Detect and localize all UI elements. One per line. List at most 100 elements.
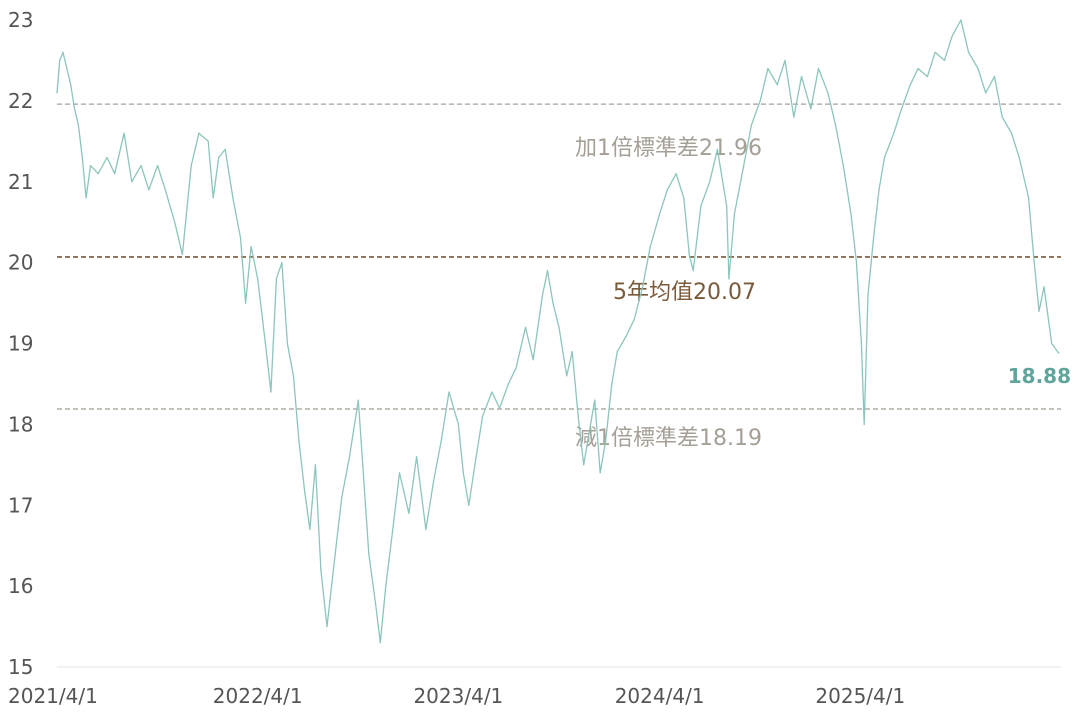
data-point xyxy=(218,156,220,159)
data-point xyxy=(131,181,133,183)
data-point xyxy=(566,375,568,377)
data-point xyxy=(379,642,381,644)
data-point xyxy=(960,19,962,21)
data-point xyxy=(81,156,83,159)
data-point xyxy=(56,92,58,94)
data-point xyxy=(750,124,753,126)
data-point xyxy=(588,431,590,434)
data-point xyxy=(270,391,272,393)
data-point xyxy=(1010,132,1013,134)
reference-line-label: 減1倍標準差18.19 xyxy=(575,426,762,451)
data-point xyxy=(675,173,677,175)
data-point xyxy=(546,270,549,272)
data-point xyxy=(733,213,736,215)
data-point xyxy=(106,156,108,159)
data-point xyxy=(507,383,509,385)
data-point xyxy=(374,601,376,603)
data-point xyxy=(968,51,970,53)
data-point xyxy=(611,383,613,385)
data-point xyxy=(385,585,387,587)
data-point xyxy=(683,197,685,199)
data-point xyxy=(1001,116,1003,118)
data-point xyxy=(292,375,294,377)
data-point xyxy=(232,197,234,199)
data-point xyxy=(716,148,719,150)
data-point xyxy=(855,262,858,264)
data-point xyxy=(190,165,192,167)
y-tick-label: 15 xyxy=(8,655,33,679)
data-point xyxy=(462,472,464,474)
data-point xyxy=(728,278,730,280)
data-point xyxy=(164,189,166,191)
data-point xyxy=(577,415,579,417)
data-point xyxy=(649,245,651,248)
data-point xyxy=(368,553,370,555)
data-point xyxy=(583,464,585,466)
data-point xyxy=(148,189,150,191)
data-point xyxy=(951,35,953,37)
x-tick-label: 2024/4/1 xyxy=(615,684,705,708)
data-point xyxy=(303,488,305,490)
data-point xyxy=(85,197,87,199)
data-point xyxy=(552,302,554,304)
data-point xyxy=(709,181,711,183)
data-point xyxy=(726,205,728,207)
data-point xyxy=(867,294,869,296)
y-tick-label: 16 xyxy=(8,574,33,598)
data-point xyxy=(532,359,534,361)
last-value-label: 18.88 xyxy=(1008,364,1071,388)
data-point xyxy=(298,439,300,442)
data-point xyxy=(77,124,79,126)
data-point xyxy=(878,189,880,191)
data-point xyxy=(835,124,837,126)
data-point xyxy=(541,294,544,296)
data-point xyxy=(357,399,359,401)
data-point xyxy=(1051,342,1053,345)
y-tick-label: 18 xyxy=(8,412,33,436)
data-point xyxy=(784,59,786,62)
reference-line-label: 5年均值20.07 xyxy=(613,280,756,305)
data-point xyxy=(408,512,410,514)
data-point xyxy=(59,59,61,62)
data-point xyxy=(97,173,99,175)
data-point xyxy=(181,253,183,256)
data-point xyxy=(524,326,527,328)
data-point xyxy=(909,84,911,86)
data-point xyxy=(281,262,283,264)
data-point xyxy=(468,504,470,506)
data-point xyxy=(320,569,322,571)
data-point xyxy=(309,528,311,531)
data-point xyxy=(62,51,64,53)
data-point xyxy=(250,245,252,248)
data-point xyxy=(66,67,68,70)
data-point xyxy=(977,67,979,70)
data-point xyxy=(1043,286,1045,288)
data-point xyxy=(491,391,493,393)
data-point xyxy=(425,528,427,531)
y-tick-label: 23 xyxy=(8,8,33,32)
data-point xyxy=(207,140,209,142)
data-point xyxy=(224,148,226,150)
data-point xyxy=(893,132,895,134)
data-point xyxy=(440,439,442,442)
data-point xyxy=(934,51,936,53)
data-point xyxy=(515,367,517,369)
data-point xyxy=(275,278,277,280)
data-point xyxy=(599,472,601,474)
data-point xyxy=(817,67,820,70)
data-point xyxy=(767,67,769,70)
data-point xyxy=(985,92,987,94)
data-point xyxy=(793,116,795,118)
x-tick-label: 2025/4/1 xyxy=(815,684,905,708)
data-point xyxy=(759,100,761,102)
data-point xyxy=(659,213,661,215)
data-point xyxy=(245,302,247,304)
data-point xyxy=(334,553,336,555)
data-point xyxy=(605,439,607,442)
data-point xyxy=(594,399,596,401)
data-point xyxy=(89,165,92,167)
x-tick-label: 2021/4/1 xyxy=(8,684,98,708)
data-point xyxy=(616,351,618,353)
data-point xyxy=(257,278,259,280)
data-point xyxy=(776,84,778,86)
